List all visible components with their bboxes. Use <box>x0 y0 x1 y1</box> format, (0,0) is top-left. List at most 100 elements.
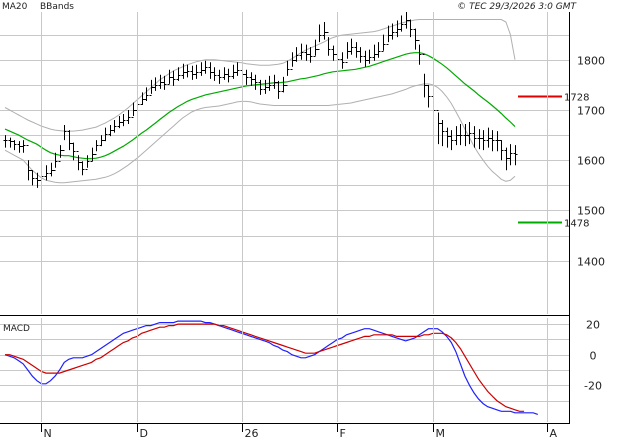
ohlc-bar <box>131 102 136 118</box>
ohlc-bar <box>85 155 90 170</box>
ohlc-bar <box>112 120 117 133</box>
ohlc-bar <box>258 79 263 95</box>
ohlc-bar <box>331 45 336 61</box>
price-y-tick-label: 1500 <box>577 205 605 218</box>
ohlc-bar <box>513 145 518 166</box>
macd-gridlines <box>0 324 569 402</box>
ohlc-bar <box>358 47 363 63</box>
ohlc-bar <box>281 76 286 93</box>
ohlc-bar <box>467 122 472 145</box>
ohlc-bar <box>249 72 254 86</box>
ohlc-bar <box>426 84 431 108</box>
ohlc-bar <box>26 145 31 181</box>
ohlc-bar <box>440 120 445 147</box>
ohlc-bar <box>294 47 299 62</box>
ohlc-bar <box>226 68 231 83</box>
ohlc-bar <box>317 24 322 50</box>
ohlc-bar <box>486 127 491 148</box>
ohlc-bar <box>454 126 459 146</box>
ohlc-bar <box>53 152 58 171</box>
ohlc-bar <box>381 34 386 52</box>
ohlc-bar <box>62 125 67 151</box>
ohlc-bar <box>272 74 277 89</box>
ohlc-bar <box>376 42 381 58</box>
price-y-tick-label: 1400 <box>577 256 605 269</box>
ohlc-bar <box>49 162 54 177</box>
ohlc-bar <box>162 75 167 90</box>
ohlc-bar <box>363 50 368 67</box>
ohlc-bar <box>117 116 122 129</box>
ohlc-bar <box>12 140 17 151</box>
ohlc-bar <box>404 12 409 29</box>
macd-y-tick-label: 20 <box>586 319 600 332</box>
ohlc-bar <box>121 114 126 127</box>
x-tick-label: N <box>44 427 52 440</box>
macd-line <box>4 320 538 415</box>
x-tick-label: 26 <box>245 427 259 440</box>
ohlc-bar <box>390 23 395 40</box>
ohlc-bar <box>80 161 85 176</box>
ohlc-bar <box>304 44 309 61</box>
price-levels: 1728 1478 <box>518 93 589 230</box>
ohlc-bar <box>30 170 35 186</box>
price-y-tick-label: 1800 <box>577 55 605 68</box>
ohlc-bar <box>217 69 222 84</box>
ohlc-bar <box>94 140 99 155</box>
ohlc-bar <box>372 44 377 61</box>
ohlc-bar <box>212 67 217 81</box>
ohlc-bar <box>140 92 145 105</box>
bbands-legend-label: BBands <box>40 2 74 12</box>
ohlc-bar <box>472 126 477 148</box>
ohlc-bar <box>354 42 359 58</box>
ohlc-bar <box>349 38 354 55</box>
ohlc-bar <box>499 140 504 161</box>
ohlc-bars <box>3 12 518 188</box>
x-axis: N D 26 F M A <box>41 12 558 440</box>
price-y-axis: 1400 1500 1600 1700 1800 <box>577 55 605 269</box>
macd-signal-line <box>5 323 525 412</box>
ohlc-bar <box>422 54 427 98</box>
ohlc-bar <box>90 147 95 162</box>
ohlc-bar <box>340 52 345 69</box>
ohlc-bar <box>263 79 268 94</box>
x-tick-label: A <box>550 427 558 440</box>
ohlc-bar <box>208 62 213 79</box>
ohlc-bar <box>194 64 199 79</box>
ohlc-bar <box>285 60 290 86</box>
ohlc-bar <box>413 28 418 50</box>
ohlc-bar <box>299 43 304 60</box>
ohlc-bar <box>276 80 281 99</box>
ohlc-bar <box>8 137 13 148</box>
ohlc-bar <box>17 141 22 153</box>
macd-lines <box>4 320 538 415</box>
x-tick-label: F <box>340 427 346 440</box>
ohlc-bar <box>326 32 331 56</box>
ohlc-bar <box>153 77 158 91</box>
x-tick-label: D <box>140 427 148 440</box>
price-y-tick-label: 1600 <box>577 155 605 168</box>
ohlc-bar <box>203 60 208 74</box>
ohlc-bar <box>176 67 181 81</box>
price-level-label: 1478 <box>564 219 589 230</box>
ohlc-bar <box>244 69 249 85</box>
macd-panel-title: MACD <box>3 324 30 334</box>
ohlc-bar <box>313 39 318 57</box>
ohlc-bar <box>149 79 154 96</box>
x-tick-label: M <box>436 427 446 440</box>
ohlc-bar <box>103 127 108 142</box>
ohlc-bar <box>408 19 413 38</box>
ohlc-bar <box>395 20 400 38</box>
ohlc-bar <box>3 135 8 148</box>
macd-panel: 20 0 -20 MACD <box>0 319 602 415</box>
macd-y-tick-label: 0 <box>590 350 597 363</box>
ohlc-bar <box>58 145 63 162</box>
ohlc-bar <box>167 69 172 85</box>
ohlc-bar <box>199 62 204 76</box>
ohlc-bar <box>445 127 450 148</box>
ohlc-bar <box>126 109 131 125</box>
ohlc-bar <box>322 22 327 40</box>
ohlc-bar <box>67 130 72 151</box>
ohlc-bar <box>463 124 468 147</box>
ohlc-bar <box>504 147 509 171</box>
ohlc-bar <box>231 64 236 79</box>
